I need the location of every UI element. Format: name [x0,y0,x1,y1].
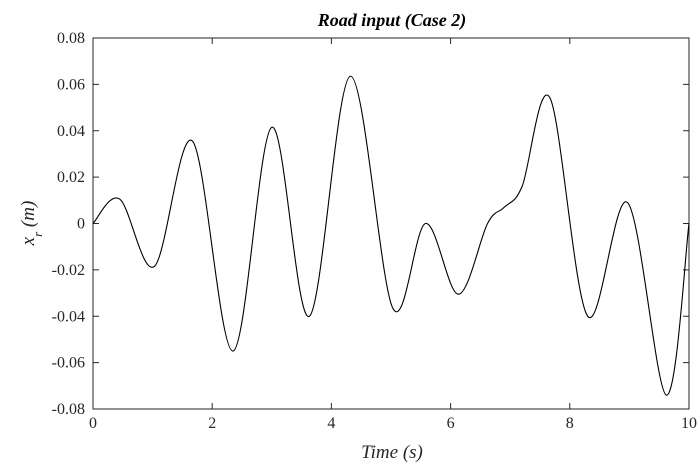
chart-title: Road input (Case 2) [317,10,467,31]
y-tick-label: 0 [77,216,85,233]
y-axis-subscript: r [30,231,45,237]
y-axis-symbol: x [18,236,39,246]
y-tick-label: -0.06 [52,355,85,372]
x-axis-label: Time (s) [361,442,423,463]
y-tick-label: -0.02 [52,262,85,279]
y-tick-label: 0.08 [57,30,85,47]
y-tick-label: 0.04 [57,123,85,140]
y-axis-unit: (m) [18,201,39,232]
y-tick-label: 0.06 [57,76,85,93]
y-tick-label: 0.02 [57,169,85,186]
y-tick-label: -0.08 [52,401,85,418]
road-input-line [92,75,690,396]
x-tick-label: 6 [447,415,455,432]
x-tick-label: 0 [89,415,97,432]
x-tick-label: 8 [566,415,574,432]
x-axis: 0 2 4 6 8 10 [89,38,697,432]
x-tick-label: 4 [327,415,335,432]
plot-frame [92,37,690,410]
y-axis-unit-text: (m) [18,201,39,227]
y-tick-label: -0.04 [52,308,85,325]
x-tick-label: 2 [208,415,216,432]
x-tick-label: 10 [681,415,697,432]
y-axis: -0.08 -0.06 -0.04 -0.02 0 0.02 0.04 0.06 0.08 [52,30,689,418]
y-axis-label: xr (m) [18,201,45,247]
